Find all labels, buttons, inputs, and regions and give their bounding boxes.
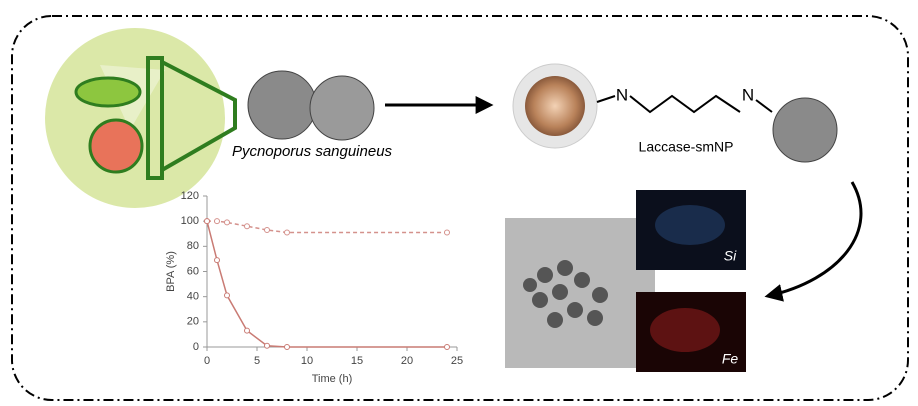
- organism-label: Pycnoporus sanguineus: [232, 143, 393, 160]
- y-tick-label: 40: [187, 291, 199, 303]
- y-tick-label: 120: [181, 190, 199, 202]
- y-tick-label: 100: [181, 215, 199, 227]
- imine-n: N: [742, 85, 754, 104]
- enzyme: [773, 98, 837, 162]
- fe-label: Fe: [722, 351, 739, 367]
- y-axis-label: BPA (%): [165, 251, 177, 292]
- fe-signal: [650, 308, 720, 352]
- x-tick-label: 0: [204, 355, 210, 367]
- data-point: [205, 219, 210, 224]
- data-point: [225, 293, 230, 298]
- x-tick-label: 10: [301, 355, 313, 367]
- y-tick-label: 60: [187, 265, 199, 277]
- data-point: [285, 345, 290, 350]
- data-point: [445, 230, 450, 235]
- y-tick-label: 20: [187, 316, 199, 328]
- si-label: Si: [724, 248, 737, 264]
- x-tick-label: 20: [401, 355, 413, 367]
- x-tick-label: 25: [451, 355, 463, 367]
- page: {"labels": {"organism": "Pycnoporus sang…: [0, 0, 918, 406]
- data-point: [225, 220, 230, 225]
- nanoparticle-core: [525, 76, 585, 136]
- data-point: [245, 328, 250, 333]
- peas: [76, 78, 140, 106]
- data-point: [265, 343, 270, 348]
- tomato: [90, 120, 142, 172]
- enzyme: [310, 76, 374, 140]
- x-tick-label: 5: [254, 355, 260, 367]
- graphical-abstract: Pycnoporus sanguineus N N Laccase-smNP S…: [0, 0, 918, 406]
- data-point: [285, 230, 290, 235]
- curved-arrow: [768, 182, 861, 296]
- tem-image: [505, 218, 655, 368]
- x-axis-label: Time (h): [312, 373, 353, 385]
- x-tick-label: 15: [351, 355, 363, 367]
- data-point: [445, 345, 450, 350]
- y-tick-label: 0: [193, 341, 199, 353]
- enzyme: [248, 71, 316, 139]
- chart: 0 20 40 60 80 100 120 0 5 10 15 20 25 Time (h) BPA (%): [165, 190, 463, 385]
- data-point: [265, 227, 270, 232]
- conjugate-label: Laccase-smNP: [639, 139, 734, 155]
- imine-n: N: [616, 85, 628, 104]
- y-tick-label: 80: [187, 240, 199, 252]
- si-signal: [655, 205, 725, 245]
- data-point: [215, 219, 220, 224]
- data-point: [245, 224, 250, 229]
- plot-area: [207, 196, 457, 347]
- data-point: [215, 258, 220, 263]
